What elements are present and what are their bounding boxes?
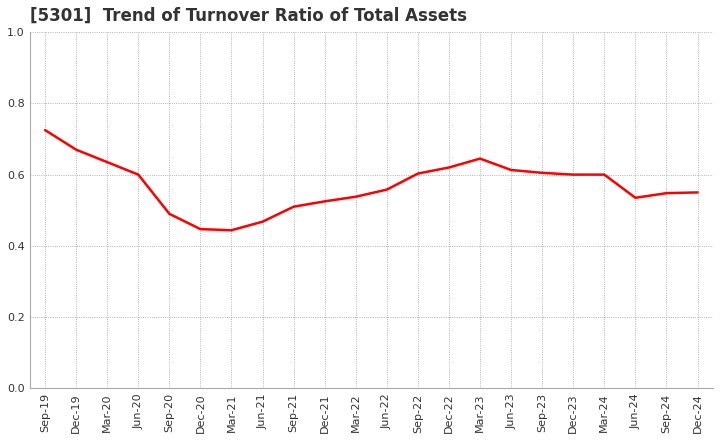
Text: [5301]  Trend of Turnover Ratio of Total Assets: [5301] Trend of Turnover Ratio of Total … [30,7,467,25]
